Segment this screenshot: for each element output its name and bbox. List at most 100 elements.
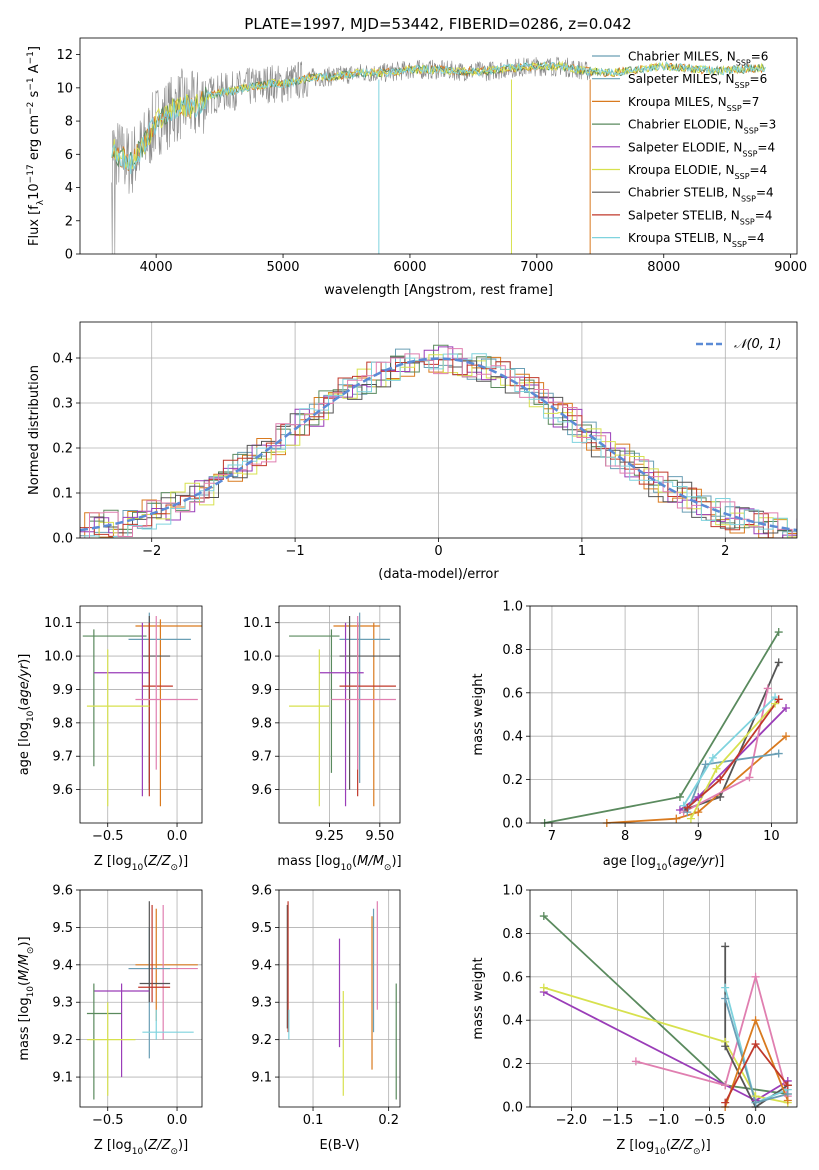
legend-entry: Chabrier ELODIE, NSSP=3 bbox=[628, 118, 776, 136]
y-tick-label: 9.5 bbox=[52, 921, 73, 936]
axis-label: Z [log10(Z/Z⊙)] bbox=[94, 854, 188, 873]
legend-sub: SSP bbox=[736, 58, 751, 67]
histogram-step bbox=[80, 354, 797, 538]
x-tick-label: −0.5 bbox=[92, 829, 124, 844]
y-axis-label: mass weight bbox=[471, 957, 486, 1039]
y-tick-label: 9.1 bbox=[251, 1071, 272, 1086]
legend-name: Salpeter MILES, N bbox=[628, 72, 735, 86]
x-tick-label: 0.1 bbox=[303, 1113, 324, 1128]
weight-marker bbox=[675, 792, 684, 801]
axes-frame bbox=[278, 889, 401, 1108]
axis-label-part: λ bbox=[36, 199, 46, 205]
plot-area bbox=[543, 915, 789, 1107]
x-tick-label: 8000 bbox=[647, 260, 680, 275]
y-tick-label: 0.2 bbox=[502, 1057, 523, 1072]
axis-label-part: −17 bbox=[26, 164, 36, 183]
y-tick-label: 9.6 bbox=[52, 783, 73, 798]
weight-marker bbox=[631, 1057, 640, 1066]
panel-mass_vs_EBV: 0.1 0.2 9.1 9.2 9.3 9.4 9.5 9.6 E(B-V) bbox=[251, 884, 401, 1153]
plot-area bbox=[289, 612, 400, 807]
legend: 𝒩(0, 1) bbox=[696, 337, 781, 352]
y-tick-label: 0.3 bbox=[52, 397, 73, 412]
axis-label-part: mass [log bbox=[17, 997, 32, 1060]
legend-value: =3 bbox=[759, 118, 777, 132]
histogram-step bbox=[80, 346, 797, 538]
legend-entry: Kroupa ELODIE, NSSP=4 bbox=[628, 163, 767, 181]
weight-marker bbox=[721, 1042, 730, 1051]
y-tick-label: 0.4 bbox=[502, 730, 523, 745]
weight-marker bbox=[751, 1040, 760, 1049]
y-tick-label: 9.7 bbox=[251, 750, 272, 765]
axis-label-part: age/yr bbox=[672, 854, 715, 869]
weight-marker bbox=[774, 749, 783, 758]
axis-label-part: s bbox=[27, 90, 42, 101]
x-tick-label: 0.0 bbox=[167, 1113, 188, 1128]
legend-sub: SSP bbox=[740, 217, 755, 226]
x-tick-label: 0.0 bbox=[167, 829, 188, 844]
weight-marker bbox=[783, 1081, 792, 1090]
histogram-step bbox=[80, 353, 797, 538]
legend-value: =4 bbox=[747, 231, 765, 245]
legend-value: =6 bbox=[750, 72, 768, 86]
legend-sub: SSP bbox=[732, 240, 747, 249]
y-tick-label: 9.2 bbox=[52, 1033, 73, 1048]
axis-label-part: age [log bbox=[603, 854, 656, 869]
weight-marker bbox=[721, 994, 730, 1003]
weight-marker bbox=[694, 808, 703, 817]
axis-label-part: ( bbox=[17, 706, 32, 711]
legend-value: =4 bbox=[756, 186, 774, 200]
x-tick-label: 0.0 bbox=[745, 1113, 766, 1128]
y-tick-label: 9.6 bbox=[251, 884, 272, 899]
axis-label: Flux [fλ10−17 erg cm−2 s−1 A−1] bbox=[26, 46, 46, 246]
weight-line bbox=[635, 973, 789, 1097]
y-tick-label: 9.1 bbox=[52, 1071, 73, 1086]
y-tick-label: 9.7 bbox=[52, 750, 73, 765]
y-tick-label: 0.8 bbox=[502, 643, 523, 658]
weight-marker bbox=[716, 775, 725, 784]
axis-label-part: 10 bbox=[656, 863, 668, 873]
y-tick-label: 0.6 bbox=[502, 686, 523, 701]
axis-label: E(B-V) bbox=[319, 1138, 359, 1153]
y-tick-label: 9.3 bbox=[52, 996, 73, 1011]
plot-area bbox=[286, 901, 397, 1100]
x-tick-label: −1 bbox=[286, 544, 305, 559]
x-tick-label: 2 bbox=[721, 544, 729, 559]
x-tick-label: 9.25 bbox=[315, 829, 344, 844]
axis-label-part: 10 bbox=[26, 710, 36, 722]
axis-label-part: −1 bbox=[26, 51, 36, 64]
y-tick-label: 0.1 bbox=[52, 487, 73, 502]
legend-name: Salpeter ELODIE, N bbox=[628, 140, 742, 154]
plot-area bbox=[80, 344, 797, 538]
weight-marker bbox=[763, 684, 772, 693]
weight-line bbox=[543, 986, 788, 1104]
axes-frame bbox=[529, 605, 798, 824]
weight-line bbox=[683, 688, 769, 813]
panel-weight_vs_Z: −2.0 −1.5 −1.0 −0.5 0.0 0.0 0.2 0.4 0.6 0.8 1.0 Z [… bbox=[471, 884, 798, 1157]
axis-label-part: ⊙ bbox=[26, 947, 36, 955]
axis-label-part: ( bbox=[667, 854, 672, 869]
y-tick-label: 10.1 bbox=[243, 616, 272, 631]
axis-label: mass [log10(M/M⊙)] bbox=[17, 936, 36, 1060]
axis-label-part: )] bbox=[17, 936, 32, 946]
weight-marker bbox=[782, 703, 791, 712]
weight-marker bbox=[712, 764, 721, 773]
weight-marker bbox=[716, 792, 725, 801]
observed-spectrum bbox=[111, 56, 592, 254]
y-tick-label: 2 bbox=[65, 214, 73, 229]
legend-value: =4 bbox=[750, 163, 768, 177]
y-tick-label: 1.0 bbox=[502, 884, 523, 899]
y-tick-label: 10.0 bbox=[243, 650, 272, 665]
axis-label-part: Z [log bbox=[94, 854, 132, 869]
legend-sub: SSP bbox=[735, 172, 750, 181]
y-tick-label: 0.0 bbox=[502, 817, 523, 832]
axis-label-part: ( bbox=[352, 854, 357, 869]
y-tick-label: 4 bbox=[65, 181, 73, 196]
x-tick-label: −2.0 bbox=[556, 1113, 588, 1128]
weight-marker bbox=[694, 792, 703, 801]
legend-name: Salpeter STELIB, N bbox=[628, 208, 740, 222]
axes-frame bbox=[79, 37, 798, 255]
legend-name: Kroupa MILES, N bbox=[628, 95, 727, 109]
axis-label: Z [log10(Z/Z⊙)] bbox=[616, 1138, 710, 1157]
legend-value: =6 bbox=[751, 50, 769, 64]
weight-marker bbox=[708, 753, 717, 762]
